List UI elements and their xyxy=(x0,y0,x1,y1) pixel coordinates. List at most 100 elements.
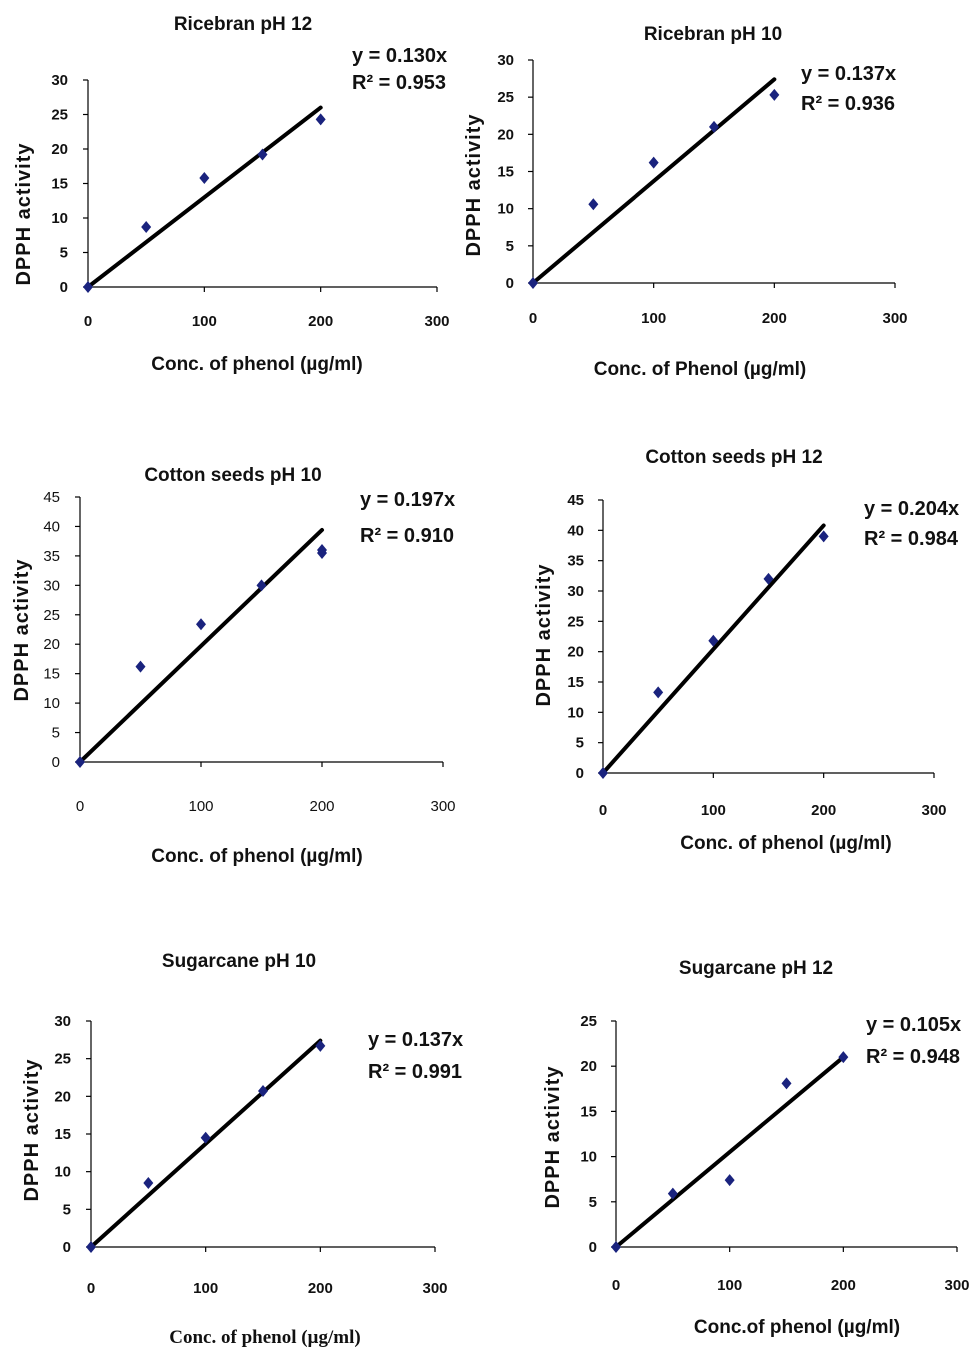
data-point xyxy=(838,1051,849,1064)
y-tick-label: 35 xyxy=(567,553,584,570)
y-tick-label: 20 xyxy=(567,644,584,661)
y-tick-label: 0 xyxy=(506,275,514,292)
trend-equation: y = 0.204x xyxy=(864,498,959,520)
y-tick-label: 15 xyxy=(580,1103,597,1120)
y-tick-label: 10 xyxy=(54,1164,71,1181)
y-tick-label: 25 xyxy=(580,1013,597,1030)
y-tick-label: 0 xyxy=(63,1239,71,1256)
y-axis-label: DPPH activity xyxy=(11,558,33,701)
data-point xyxy=(708,634,719,647)
x-tick-label: 300 xyxy=(944,1277,969,1294)
y-tick-label: 10 xyxy=(43,695,60,712)
x-tick-label: 0 xyxy=(599,802,607,819)
trendline xyxy=(614,1055,846,1249)
y-tick-label: 20 xyxy=(497,126,514,143)
data-point xyxy=(258,1085,268,1098)
trendline xyxy=(531,77,777,285)
x-tick-label: 0 xyxy=(87,1280,95,1297)
y-tick-label: 5 xyxy=(52,725,60,742)
x-axis-label: Conc. of phenol (µg/ml) xyxy=(169,1327,360,1347)
y-tick-label: 5 xyxy=(576,735,584,752)
y-tick-label: 20 xyxy=(54,1088,71,1105)
data-point xyxy=(317,544,327,556)
y-tick-label: 10 xyxy=(497,201,514,218)
chart-4: Cotton seeds pH 12 0 5 10 15 20 25 30 35 40 45 0 100… xyxy=(533,447,959,854)
y-tick-label: 40 xyxy=(567,522,584,539)
data-point xyxy=(724,1174,735,1187)
data-point xyxy=(769,88,780,101)
x-tick-label: 300 xyxy=(424,313,449,330)
data-point xyxy=(199,171,210,184)
y-tick-label: 30 xyxy=(567,583,584,600)
data-point xyxy=(818,530,829,543)
x-tick-label: 0 xyxy=(529,310,537,327)
x-axis-label: Conc.of phenol (µg/ml) xyxy=(694,1317,900,1338)
y-tick-label: 20 xyxy=(580,1058,597,1075)
x-tick-label: 0 xyxy=(612,1277,620,1294)
x-tick-label: 100 xyxy=(641,310,666,327)
data-point xyxy=(75,756,85,768)
y-tick-label: 10 xyxy=(580,1149,597,1166)
data-point xyxy=(200,1131,211,1144)
y-tick-label: 15 xyxy=(567,674,584,691)
x-tick-label: 100 xyxy=(701,802,726,819)
r-squared: R² = 0.991 xyxy=(368,1061,462,1083)
y-tick-label: 30 xyxy=(497,52,514,69)
x-tick-label: 100 xyxy=(188,798,213,815)
r-squared: R² = 0.948 xyxy=(866,1046,960,1068)
data-point xyxy=(256,579,267,592)
chart-title: Cotton seeds pH 10 xyxy=(144,465,321,486)
data-point xyxy=(315,113,326,126)
y-tick-label: 20 xyxy=(43,636,60,653)
data-point xyxy=(528,277,538,289)
y-tick-label: 20 xyxy=(51,141,68,158)
y-tick-label: 10 xyxy=(567,704,584,721)
data-point xyxy=(598,767,608,779)
x-tick-label: 200 xyxy=(831,1277,856,1294)
trend-equation: y = 0.197x xyxy=(360,489,455,511)
trend-equation: y = 0.105x xyxy=(866,1014,961,1036)
y-axis-label: DPPH activity xyxy=(463,113,485,256)
y-tick-label: 25 xyxy=(51,107,68,124)
x-tick-label: 100 xyxy=(192,313,217,330)
y-tick-label: 5 xyxy=(63,1201,71,1218)
r-squared: R² = 0.910 xyxy=(360,525,454,547)
x-tick-label: 100 xyxy=(193,1280,218,1297)
y-tick-label: 30 xyxy=(54,1013,71,1030)
x-axis-label: Conc. of phenol (µg/ml) xyxy=(151,354,362,375)
chart-3: Cotton seeds pH 10 0 5 10 15 20 25 30 35 40 45 0 100… xyxy=(11,465,456,867)
y-tick-label: 30 xyxy=(43,577,60,594)
data-point xyxy=(143,1176,154,1189)
data-point xyxy=(588,198,599,211)
y-tick-label: 25 xyxy=(567,613,584,630)
r-squared: R² = 0.936 xyxy=(801,93,895,115)
y-tick-label: 5 xyxy=(60,245,68,262)
y-tick-label: 40 xyxy=(43,518,60,535)
x-tick-label: 0 xyxy=(76,798,84,815)
y-tick-label: 15 xyxy=(43,666,60,683)
data-point xyxy=(141,220,152,233)
data-point xyxy=(763,572,774,585)
x-tick-label: 200 xyxy=(308,1280,333,1297)
x-tick-label: 200 xyxy=(308,313,333,330)
y-tick-label: 30 xyxy=(51,72,68,89)
r-squared: R² = 0.953 xyxy=(352,72,446,94)
r-squared: R² = 0.984 xyxy=(864,528,959,550)
y-tick-label: 45 xyxy=(567,492,584,509)
data-point xyxy=(667,1187,678,1200)
y-tick-label: 15 xyxy=(51,176,68,193)
y-tick-label: 25 xyxy=(54,1051,71,1068)
y-tick-label: 0 xyxy=(589,1239,597,1256)
trendline xyxy=(78,527,324,764)
y-tick-label: 0 xyxy=(60,279,68,296)
trend-equation: y = 0.137x xyxy=(801,63,896,85)
x-tick-label: 200 xyxy=(309,798,334,815)
y-tick-label: 5 xyxy=(506,238,514,255)
trend-equation: y = 0.137x xyxy=(368,1029,463,1051)
y-tick-label: 25 xyxy=(43,607,60,624)
x-tick-label: 300 xyxy=(430,798,455,815)
y-axis-label: DPPH activity xyxy=(13,142,35,285)
